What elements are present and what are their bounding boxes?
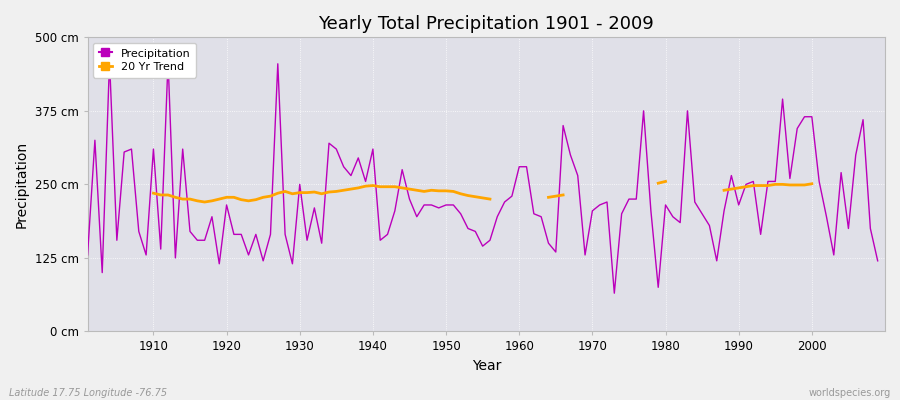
Title: Yearly Total Precipitation 1901 - 2009: Yearly Total Precipitation 1901 - 2009 <box>319 15 654 33</box>
X-axis label: Year: Year <box>472 359 501 373</box>
Text: worldspecies.org: worldspecies.org <box>809 388 891 398</box>
Y-axis label: Precipitation: Precipitation <box>15 141 29 228</box>
Legend: Precipitation, 20 Yr Trend: Precipitation, 20 Yr Trend <box>93 43 196 78</box>
Text: Latitude 17.75 Longitude -76.75: Latitude 17.75 Longitude -76.75 <box>9 388 167 398</box>
